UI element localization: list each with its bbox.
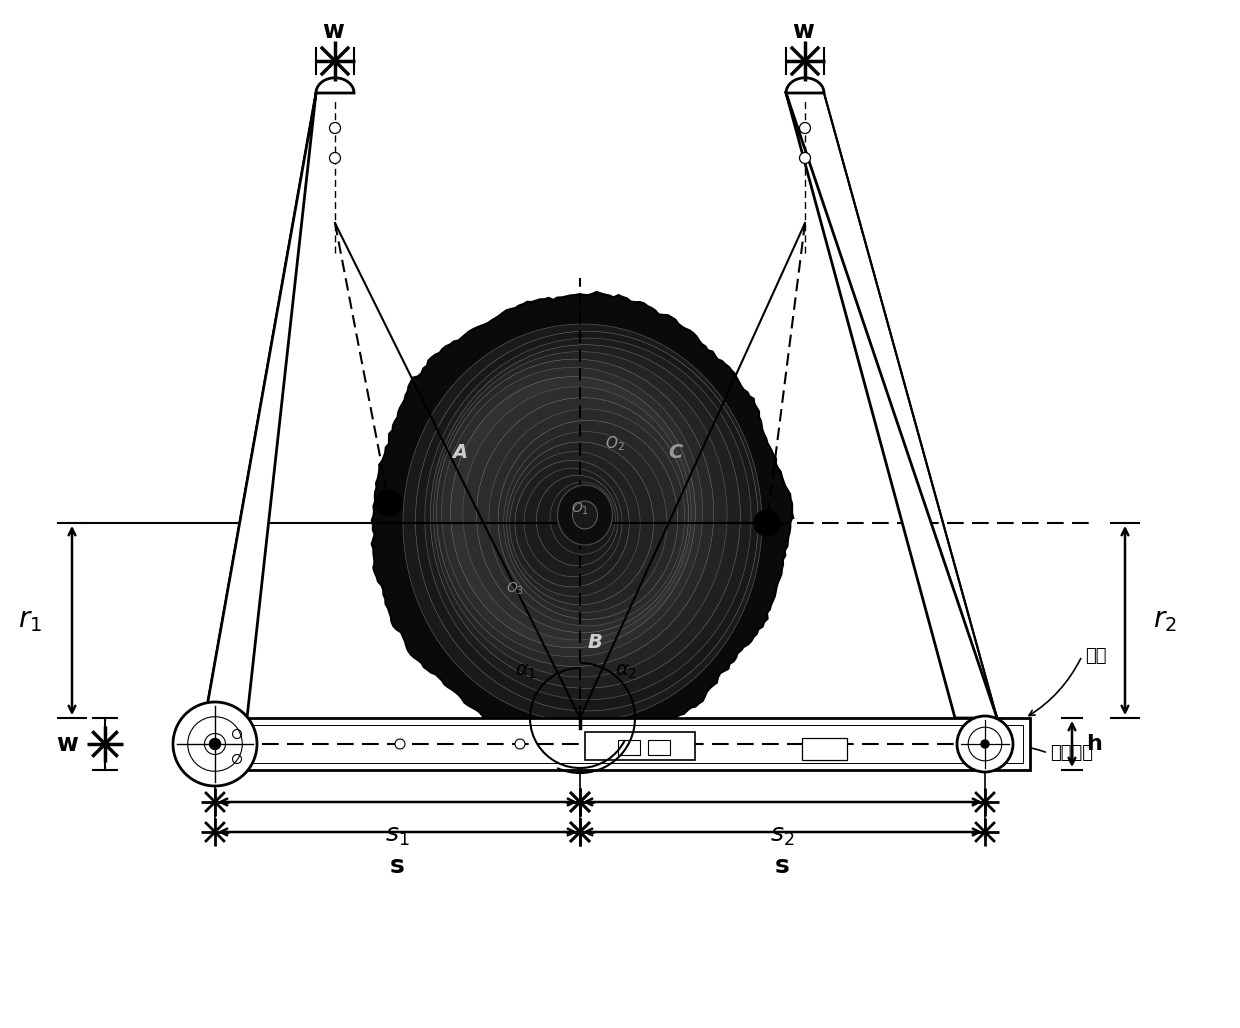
Bar — [649, 740, 670, 755]
Ellipse shape — [403, 324, 761, 722]
Text: $O_3$: $O_3$ — [506, 581, 525, 597]
Bar — [618, 740, 640, 755]
Ellipse shape — [450, 376, 696, 648]
Text: $O_2$: $O_2$ — [605, 434, 625, 452]
Ellipse shape — [510, 451, 640, 596]
Circle shape — [396, 739, 405, 749]
Text: s: s — [775, 854, 790, 878]
Polygon shape — [205, 78, 353, 718]
Ellipse shape — [489, 409, 684, 626]
Circle shape — [330, 122, 341, 134]
Text: $r_2$: $r_2$ — [1153, 607, 1177, 634]
Text: w: w — [322, 19, 343, 43]
Ellipse shape — [515, 461, 629, 587]
Text: $s_1$: $s_1$ — [386, 824, 409, 848]
Ellipse shape — [525, 468, 622, 577]
Circle shape — [981, 740, 990, 748]
Ellipse shape — [503, 432, 667, 613]
Ellipse shape — [577, 504, 593, 521]
Polygon shape — [786, 78, 997, 718]
Text: 转动中心: 转动中心 — [1050, 744, 1092, 762]
Text: w: w — [56, 732, 78, 756]
Ellipse shape — [551, 482, 615, 554]
Ellipse shape — [425, 338, 751, 700]
Ellipse shape — [572, 495, 604, 531]
Bar — [585, 732, 694, 760]
Polygon shape — [372, 292, 794, 743]
Text: $s_2$: $s_2$ — [770, 824, 795, 848]
Ellipse shape — [498, 420, 677, 619]
Bar — [192, 725, 1023, 763]
Text: C: C — [668, 443, 682, 462]
Text: $O_1$: $O_1$ — [570, 501, 589, 517]
Text: h: h — [1086, 734, 1102, 754]
Ellipse shape — [537, 475, 618, 565]
Circle shape — [754, 510, 780, 536]
Circle shape — [376, 490, 402, 516]
Text: $\alpha_1$: $\alpha_1$ — [515, 662, 537, 682]
Bar — [185, 718, 1030, 770]
Bar — [802, 738, 847, 760]
Ellipse shape — [563, 488, 611, 543]
Ellipse shape — [430, 344, 740, 688]
Circle shape — [800, 152, 811, 163]
Circle shape — [210, 738, 221, 749]
Text: $\alpha_2$: $\alpha_2$ — [615, 662, 637, 682]
Text: s: s — [391, 854, 405, 878]
Ellipse shape — [558, 485, 613, 545]
Ellipse shape — [436, 359, 714, 666]
Circle shape — [800, 122, 811, 134]
Text: w: w — [792, 19, 813, 43]
Text: 切线: 切线 — [1085, 647, 1106, 665]
Text: A: A — [453, 443, 467, 462]
Ellipse shape — [507, 442, 653, 604]
Circle shape — [174, 702, 257, 786]
Ellipse shape — [415, 331, 758, 711]
Ellipse shape — [441, 367, 703, 657]
Circle shape — [330, 152, 341, 163]
Circle shape — [515, 739, 525, 749]
Circle shape — [957, 715, 1013, 772]
Text: $r_1$: $r_1$ — [19, 607, 42, 634]
Ellipse shape — [463, 387, 691, 639]
Ellipse shape — [573, 501, 598, 529]
Text: B: B — [588, 633, 603, 652]
Ellipse shape — [476, 398, 688, 632]
Ellipse shape — [434, 352, 727, 677]
